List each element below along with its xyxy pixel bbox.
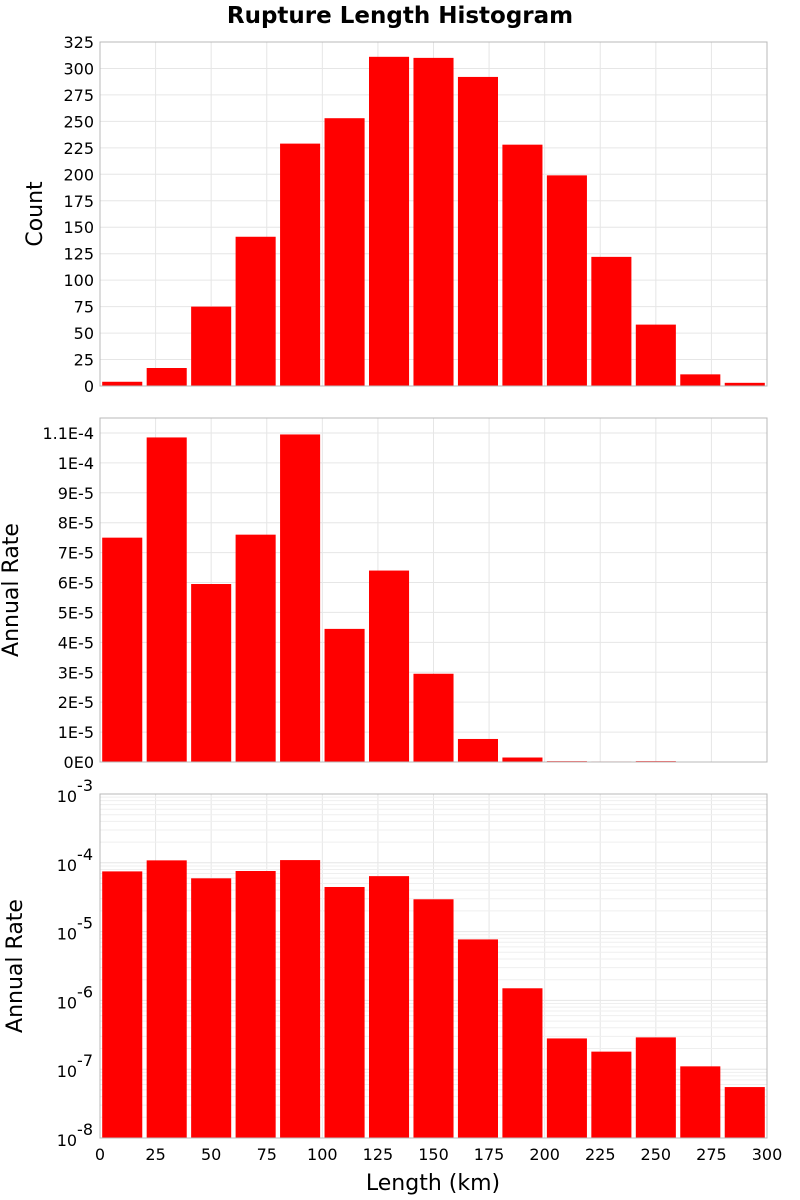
histogram-bar <box>546 175 587 386</box>
y-tick-label: 5E-5 <box>58 603 94 622</box>
histogram-bar <box>191 878 232 1138</box>
y-axis-label: Annual Rate <box>0 523 24 657</box>
histogram-bar <box>280 860 321 1138</box>
y-tick-label: 175 <box>63 192 94 211</box>
histogram-bar <box>102 537 143 762</box>
x-tick-label: 175 <box>474 1145 505 1164</box>
histogram-bar <box>324 118 365 386</box>
histogram-bar <box>191 584 232 762</box>
x-tick-label: 200 <box>529 1145 560 1164</box>
histogram-bar <box>591 1051 632 1138</box>
y-tick-label: 75 <box>74 298 94 317</box>
histogram-bar <box>146 860 187 1138</box>
y-tick-label: 100 <box>63 271 94 290</box>
x-axis-label: Length (km) <box>366 1171 500 1196</box>
histogram-bar <box>680 1066 721 1138</box>
histogram-bar <box>724 382 765 386</box>
x-tick-label: 225 <box>585 1145 616 1164</box>
y-tick-label: 225 <box>63 139 94 158</box>
histogram-bar <box>235 236 276 386</box>
x-tick-label: 150 <box>418 1145 449 1164</box>
y-tick-label: 1E-5 <box>58 723 94 742</box>
y-tick-label: 1.1E-4 <box>42 424 94 443</box>
histogram-bar <box>724 1087 765 1138</box>
y-tick-label: 10-8 <box>57 1120 93 1150</box>
histogram-bar <box>102 871 143 1138</box>
y-axis-label: Count <box>23 181 48 247</box>
y-tick-label: 275 <box>63 86 94 105</box>
y-tick-label: 10-3 <box>57 776 93 806</box>
y-tick-label: 10-7 <box>57 1051 93 1081</box>
histogram-bar <box>635 1037 676 1138</box>
histogram-bar <box>502 988 543 1138</box>
histogram-bar <box>280 143 321 386</box>
histogram-bar <box>457 76 498 386</box>
histogram-bar <box>635 324 676 386</box>
histogram-bar <box>591 256 632 386</box>
histogram-bar <box>680 374 721 386</box>
histogram-bar <box>457 738 498 762</box>
histogram-bar <box>502 757 543 762</box>
y-tick-label: 0E0 <box>64 753 94 772</box>
annual-rate-log-panel: 10-8 10-7 10-6 10-5 10-4 10-3 Annual Rate <box>3 776 768 1150</box>
y-tick-label: 6E-5 <box>58 574 94 593</box>
histogram-bar <box>324 886 365 1138</box>
y-axis-label: Annual Rate <box>3 899 28 1033</box>
histogram-bar <box>102 381 143 386</box>
histogram-bar <box>369 570 410 762</box>
histogram-bar <box>280 434 321 762</box>
x-tick-label: 0 <box>95 1145 105 1164</box>
x-axis-ticks: 0 25 50 75 100 125 150 175 200 225 250 275 300 <box>95 1145 782 1164</box>
y-tick-label: 25 <box>74 351 94 370</box>
y-tick-label: 9E-5 <box>58 484 94 503</box>
y-tick-label: 325 <box>63 33 94 52</box>
histogram-bar <box>413 899 454 1138</box>
histogram-bar <box>413 57 454 386</box>
chart-title: Rupture Length Histogram <box>227 3 573 29</box>
x-tick-label: 275 <box>696 1145 727 1164</box>
y-tick-label: 10-4 <box>57 845 93 875</box>
count-panel: 0 25 50 75 100 125 150 175 200 225 250 275 300 325 Cou… <box>23 33 768 396</box>
x-tick-label: 250 <box>641 1145 672 1164</box>
x-tick-label: 125 <box>363 1145 394 1164</box>
annual-rate-linear-panel: 0E0 1E-5 2E-5 3E-5 4E-5 5E-5 6E-5 7E-5 8E-5 9E-5 1… <box>0 417 768 772</box>
histogram-bar <box>324 628 365 762</box>
y-tick-label: 50 <box>74 324 94 343</box>
x-tick-label: 300 <box>752 1145 783 1164</box>
histogram-bar <box>369 876 410 1138</box>
y-tick-label: 150 <box>63 218 94 237</box>
y-tick-label: 7E-5 <box>58 544 94 563</box>
histogram-bar <box>369 56 410 387</box>
y-tick-label: 10-5 <box>57 914 93 944</box>
y-tick-label: 10-6 <box>57 982 93 1012</box>
histogram-bar <box>191 306 232 386</box>
y-tick-label: 4E-5 <box>58 633 94 652</box>
y-tick-label: 125 <box>63 245 94 264</box>
x-tick-label: 25 <box>145 1145 165 1164</box>
histogram-bar <box>235 534 276 762</box>
y-tick-label: 200 <box>63 165 94 184</box>
histogram-bar <box>413 673 454 762</box>
histogram-bar <box>546 1038 587 1138</box>
x-tick-label: 100 <box>307 1145 338 1164</box>
histogram-bar <box>146 437 187 762</box>
histogram-bar <box>502 144 543 386</box>
y-tick-label: 300 <box>63 59 94 78</box>
histogram-bar <box>457 939 498 1138</box>
x-tick-label: 75 <box>257 1145 277 1164</box>
histogram-bar <box>235 871 276 1138</box>
y-tick-label: 3E-5 <box>58 663 94 682</box>
y-tick-label: 8E-5 <box>58 514 94 533</box>
y-tick-label: 0 <box>84 377 94 396</box>
y-tick-label: 2E-5 <box>58 693 94 712</box>
histogram-bar <box>146 368 187 386</box>
y-tick-label: 250 <box>63 112 94 131</box>
y-tick-label: 1E-4 <box>58 454 94 473</box>
x-tick-label: 50 <box>201 1145 221 1164</box>
